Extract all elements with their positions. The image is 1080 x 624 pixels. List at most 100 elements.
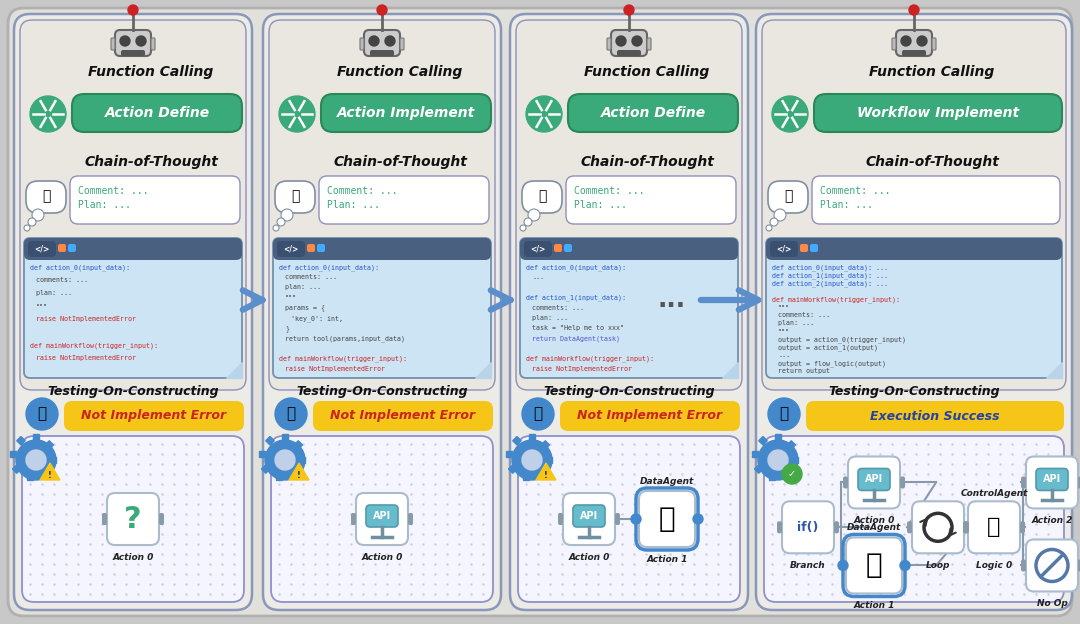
- Text: No Op: No Op: [1037, 599, 1067, 608]
- Text: def action_0(input_data):: def action_0(input_data):: [526, 264, 626, 271]
- Text: !: !: [544, 470, 548, 479]
- FancyBboxPatch shape: [58, 244, 66, 252]
- Text: comments: ...: comments: ...: [532, 305, 584, 311]
- Text: Function Calling: Function Calling: [584, 65, 710, 79]
- FancyBboxPatch shape: [72, 94, 242, 132]
- Text: 🤖: 🤖: [866, 552, 882, 580]
- Text: 🧠: 🧠: [987, 517, 1001, 537]
- Text: Comment: ...: Comment: ...: [327, 186, 397, 196]
- FancyBboxPatch shape: [810, 244, 818, 252]
- Bar: [513, 437, 522, 445]
- FancyBboxPatch shape: [892, 38, 896, 50]
- Polygon shape: [226, 362, 242, 378]
- Text: Testing-On-Constructing: Testing-On-Constructing: [543, 384, 715, 397]
- Text: Chain-of-Thought: Chain-of-Thought: [580, 155, 714, 169]
- Text: def mainWorkflow(trigger_input):: def mainWorkflow(trigger_input):: [30, 342, 158, 349]
- Circle shape: [30, 96, 66, 132]
- FancyBboxPatch shape: [275, 181, 315, 213]
- Text: Action 0: Action 0: [112, 552, 153, 562]
- Text: Action 1: Action 1: [646, 555, 688, 563]
- Circle shape: [275, 398, 307, 430]
- Bar: [523, 474, 529, 480]
- Circle shape: [631, 514, 642, 524]
- Text: def action_2(input_data): ...: def action_2(input_data): ...: [772, 280, 888, 286]
- FancyBboxPatch shape: [276, 241, 305, 257]
- Text: """: """: [778, 328, 789, 334]
- Text: Action 0: Action 0: [362, 552, 403, 562]
- FancyBboxPatch shape: [932, 38, 936, 50]
- Text: Action 2: Action 2: [1031, 516, 1072, 525]
- FancyBboxPatch shape: [26, 181, 66, 213]
- FancyBboxPatch shape: [564, 244, 572, 252]
- FancyBboxPatch shape: [768, 181, 808, 213]
- Text: 'key_0': int,: 'key_0': int,: [291, 315, 343, 321]
- Bar: [509, 465, 517, 473]
- Text: Comment: ...: Comment: ...: [78, 186, 149, 196]
- FancyBboxPatch shape: [554, 244, 562, 252]
- Text: Action Define: Action Define: [105, 106, 210, 120]
- Circle shape: [768, 450, 788, 470]
- Text: plan: ...: plan: ...: [532, 315, 568, 321]
- Circle shape: [519, 225, 526, 231]
- FancyBboxPatch shape: [806, 401, 1064, 431]
- Bar: [50, 457, 56, 463]
- FancyBboxPatch shape: [28, 241, 56, 257]
- Bar: [33, 434, 39, 440]
- FancyBboxPatch shape: [647, 38, 651, 50]
- Text: API: API: [1043, 474, 1061, 484]
- Bar: [541, 441, 550, 449]
- FancyBboxPatch shape: [364, 30, 400, 56]
- FancyBboxPatch shape: [1021, 477, 1026, 489]
- Text: DataAgent: DataAgent: [847, 523, 901, 532]
- Text: return tool(params,input_data): return tool(params,input_data): [285, 335, 405, 342]
- Text: output = action_1(output): output = action_1(output): [778, 344, 878, 351]
- Text: </>: </>: [35, 245, 50, 253]
- Text: Not Implement Error: Not Implement Error: [81, 409, 227, 422]
- Circle shape: [900, 560, 910, 570]
- FancyBboxPatch shape: [834, 521, 839, 534]
- FancyBboxPatch shape: [1078, 560, 1080, 572]
- FancyBboxPatch shape: [756, 14, 1072, 610]
- Text: </>: </>: [283, 245, 299, 253]
- Circle shape: [524, 218, 532, 226]
- FancyBboxPatch shape: [516, 20, 742, 390]
- Bar: [41, 469, 50, 477]
- Bar: [259, 451, 265, 457]
- FancyBboxPatch shape: [524, 241, 552, 257]
- Text: Logic 0: Logic 0: [976, 561, 1012, 570]
- FancyBboxPatch shape: [963, 521, 968, 534]
- Text: Testing-On-Constructing: Testing-On-Constructing: [296, 384, 468, 397]
- FancyBboxPatch shape: [313, 401, 492, 431]
- FancyBboxPatch shape: [1036, 469, 1068, 490]
- FancyBboxPatch shape: [408, 513, 413, 525]
- Circle shape: [28, 218, 36, 226]
- FancyBboxPatch shape: [400, 38, 404, 50]
- Circle shape: [16, 440, 56, 480]
- Circle shape: [758, 440, 798, 480]
- FancyBboxPatch shape: [519, 238, 738, 378]
- Text: Action 1: Action 1: [853, 601, 894, 610]
- Text: Chain-of-Thought: Chain-of-Thought: [333, 155, 467, 169]
- Text: !: !: [297, 470, 301, 479]
- Text: Action Define: Action Define: [600, 106, 705, 120]
- Text: ...: ...: [658, 288, 686, 312]
- Circle shape: [377, 5, 387, 15]
- Bar: [759, 437, 767, 445]
- Circle shape: [281, 209, 293, 221]
- FancyBboxPatch shape: [8, 8, 1072, 616]
- Text: return output: return output: [778, 368, 831, 374]
- FancyBboxPatch shape: [573, 505, 605, 527]
- Circle shape: [32, 209, 44, 221]
- Polygon shape: [723, 362, 738, 378]
- FancyBboxPatch shape: [566, 176, 735, 224]
- Text: Function Calling: Function Calling: [869, 65, 995, 79]
- Circle shape: [273, 225, 279, 231]
- FancyBboxPatch shape: [1021, 560, 1026, 572]
- FancyBboxPatch shape: [68, 244, 76, 252]
- Text: Plan: ...: Plan: ...: [327, 200, 380, 210]
- Text: raise NotImplementedError: raise NotImplementedError: [285, 366, 384, 372]
- Text: comments: ...: comments: ...: [778, 312, 831, 318]
- Circle shape: [522, 398, 554, 430]
- Bar: [27, 474, 33, 480]
- Circle shape: [522, 450, 542, 470]
